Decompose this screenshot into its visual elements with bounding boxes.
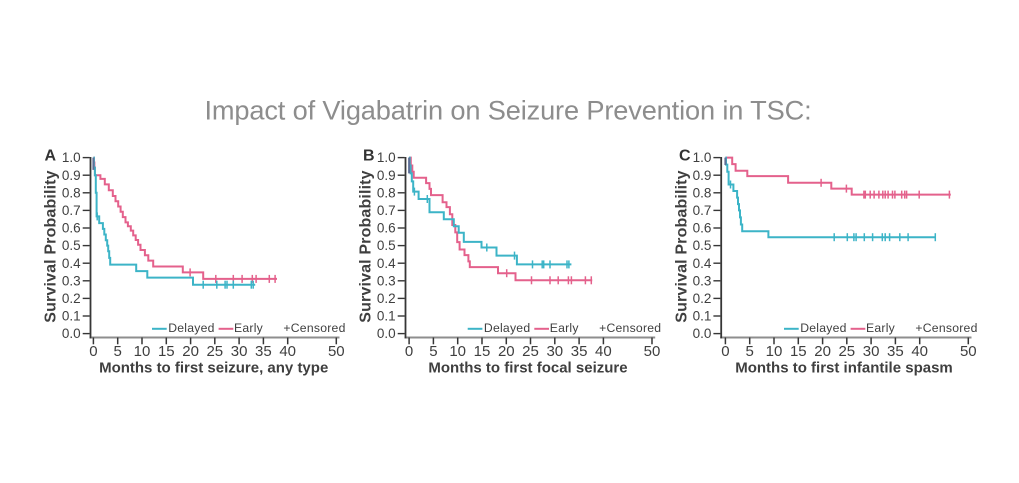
svg-text:5: 5 bbox=[746, 343, 754, 360]
svg-text:0.2: 0.2 bbox=[693, 291, 712, 306]
svg-text:Survival Probability: Survival Probability bbox=[673, 170, 690, 322]
svg-text:30: 30 bbox=[546, 343, 563, 360]
svg-text:10: 10 bbox=[134, 343, 151, 360]
svg-text:0.8: 0.8 bbox=[377, 185, 396, 200]
svg-text:B: B bbox=[363, 148, 375, 165]
svg-text:0.7: 0.7 bbox=[693, 203, 712, 218]
svg-text:20: 20 bbox=[182, 343, 199, 360]
svg-text:0.6: 0.6 bbox=[377, 221, 396, 236]
svg-text:0: 0 bbox=[405, 343, 413, 360]
svg-text:Months to first focal seizure: Months to first focal seizure bbox=[428, 360, 627, 377]
svg-text:Survival Probability: Survival Probability bbox=[43, 170, 60, 322]
svg-text:40: 40 bbox=[279, 343, 296, 360]
svg-text:1.0: 1.0 bbox=[693, 150, 712, 165]
svg-text:0.3: 0.3 bbox=[377, 273, 396, 288]
svg-text:1.0: 1.0 bbox=[377, 150, 396, 165]
svg-text:0.5: 0.5 bbox=[693, 238, 712, 253]
svg-text:0.0: 0.0 bbox=[62, 326, 81, 341]
svg-text:50: 50 bbox=[328, 343, 345, 360]
svg-text:0.0: 0.0 bbox=[377, 326, 396, 341]
svg-text:Early: Early bbox=[866, 321, 896, 335]
svg-text:50: 50 bbox=[960, 343, 977, 360]
svg-text:Months to first seizure, any t: Months to first seizure, any type bbox=[99, 360, 328, 377]
svg-text:0.9: 0.9 bbox=[377, 168, 396, 183]
svg-text:0.4: 0.4 bbox=[693, 256, 712, 271]
svg-text:Impact of Vigabatrin on Seizur: Impact of Vigabatrin on Seizure Preventi… bbox=[204, 94, 811, 125]
svg-text:0.4: 0.4 bbox=[62, 256, 81, 271]
svg-text:40: 40 bbox=[595, 343, 612, 360]
svg-text:35: 35 bbox=[255, 343, 272, 360]
svg-text:0: 0 bbox=[721, 343, 729, 360]
svg-text:5: 5 bbox=[429, 343, 437, 360]
svg-text:0.0: 0.0 bbox=[693, 326, 712, 341]
svg-text:25: 25 bbox=[206, 343, 223, 360]
svg-text:15: 15 bbox=[474, 343, 491, 360]
svg-text:0: 0 bbox=[89, 343, 97, 360]
svg-text:15: 15 bbox=[790, 343, 807, 360]
svg-text:25: 25 bbox=[838, 343, 855, 360]
svg-text:0.2: 0.2 bbox=[377, 291, 396, 306]
svg-text:0.6: 0.6 bbox=[693, 221, 712, 236]
svg-text:+Censored: +Censored bbox=[283, 321, 345, 335]
svg-text:0.6: 0.6 bbox=[62, 221, 81, 236]
svg-text:35: 35 bbox=[887, 343, 904, 360]
svg-text:C: C bbox=[679, 148, 691, 165]
svg-text:35: 35 bbox=[571, 343, 588, 360]
svg-text:A: A bbox=[45, 148, 57, 165]
svg-text:0.1: 0.1 bbox=[62, 309, 81, 324]
svg-text:0.4: 0.4 bbox=[377, 256, 396, 271]
svg-text:0.2: 0.2 bbox=[62, 291, 81, 306]
svg-text:Delayed: Delayed bbox=[168, 321, 214, 335]
svg-text:5: 5 bbox=[114, 343, 122, 360]
svg-text:0.3: 0.3 bbox=[62, 273, 81, 288]
svg-text:0.8: 0.8 bbox=[62, 185, 81, 200]
svg-text:0.7: 0.7 bbox=[377, 203, 396, 218]
svg-text:Early: Early bbox=[234, 321, 264, 335]
svg-text:0.7: 0.7 bbox=[62, 203, 81, 218]
svg-text:10: 10 bbox=[449, 343, 466, 360]
svg-text:0.8: 0.8 bbox=[693, 185, 712, 200]
svg-text:25: 25 bbox=[522, 343, 539, 360]
svg-text:Early: Early bbox=[550, 321, 580, 335]
svg-text:30: 30 bbox=[231, 343, 248, 360]
svg-text:0.1: 0.1 bbox=[377, 309, 396, 324]
svg-text:0.5: 0.5 bbox=[377, 238, 396, 253]
svg-text:50: 50 bbox=[644, 343, 661, 360]
svg-text:20: 20 bbox=[814, 343, 831, 360]
svg-text:40: 40 bbox=[911, 343, 928, 360]
svg-text:+Censored: +Censored bbox=[599, 321, 661, 335]
svg-text:0.9: 0.9 bbox=[693, 168, 712, 183]
svg-text:20: 20 bbox=[498, 343, 515, 360]
svg-text:1.0: 1.0 bbox=[62, 150, 81, 165]
svg-text:Delayed: Delayed bbox=[800, 321, 846, 335]
svg-text:Delayed: Delayed bbox=[484, 321, 530, 335]
svg-text:0.9: 0.9 bbox=[62, 168, 81, 183]
svg-text:0.3: 0.3 bbox=[693, 273, 712, 288]
svg-text:15: 15 bbox=[158, 343, 175, 360]
svg-text:30: 30 bbox=[863, 343, 880, 360]
svg-text:0.1: 0.1 bbox=[693, 309, 712, 324]
svg-text:+Censored: +Censored bbox=[915, 321, 977, 335]
svg-text:0.5: 0.5 bbox=[62, 238, 81, 253]
svg-text:10: 10 bbox=[766, 343, 783, 360]
svg-text:Survival Probability: Survival Probability bbox=[358, 170, 375, 322]
svg-text:Months to first infantile spas: Months to first infantile spasm bbox=[735, 360, 953, 377]
